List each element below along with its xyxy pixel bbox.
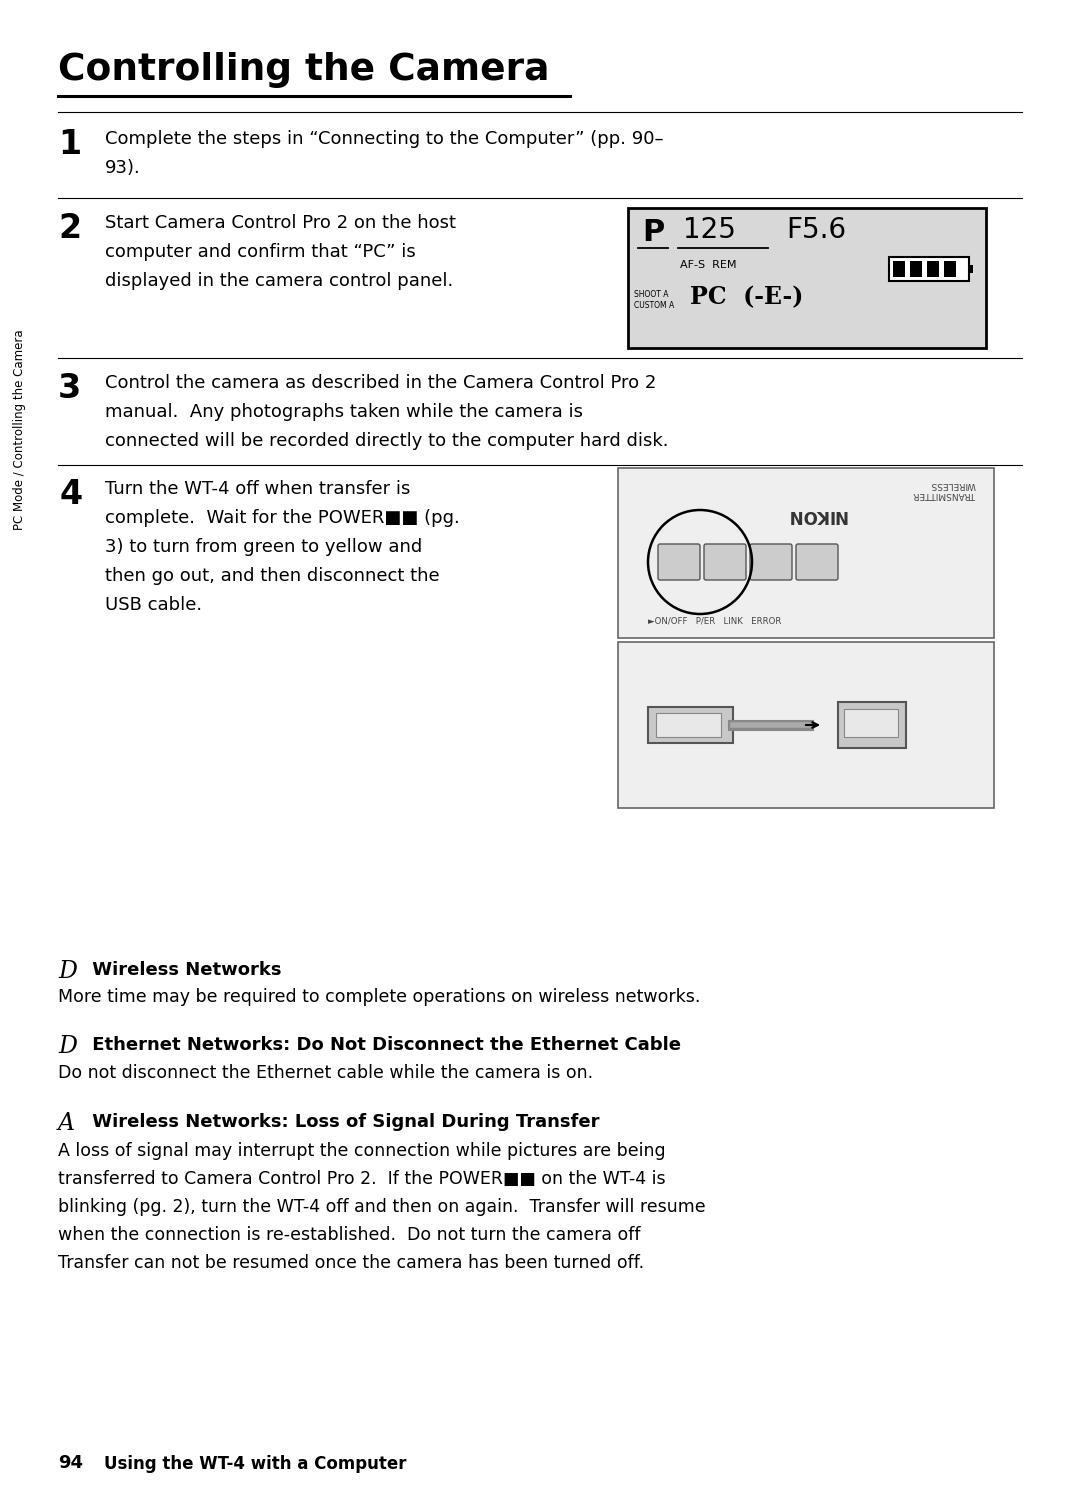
Text: 2: 2 bbox=[58, 212, 81, 245]
Text: transferred to Camera Control Pro 2.  If the POWER■■ on the WT-4 is: transferred to Camera Control Pro 2. If … bbox=[58, 1169, 665, 1187]
Text: 94: 94 bbox=[58, 1453, 83, 1473]
Text: Do not disconnect the Ethernet cable while the camera is on.: Do not disconnect the Ethernet cable whi… bbox=[58, 1064, 593, 1082]
Text: More time may be required to complete operations on wireless networks.: More time may be required to complete op… bbox=[58, 988, 700, 1006]
Text: AF-S  REM: AF-S REM bbox=[680, 260, 737, 270]
FancyBboxPatch shape bbox=[889, 257, 969, 281]
Text: PC  (-E-): PC (-E-) bbox=[690, 285, 804, 309]
Text: 3) to turn from green to yellow and: 3) to turn from green to yellow and bbox=[105, 538, 422, 556]
FancyBboxPatch shape bbox=[658, 544, 700, 580]
Text: P: P bbox=[642, 218, 664, 247]
FancyBboxPatch shape bbox=[796, 544, 838, 580]
Text: displayed in the camera control panel.: displayed in the camera control panel. bbox=[105, 272, 454, 290]
Text: blinking (pg. 2), turn the WT-4 off and then on again.  Transfer will resume: blinking (pg. 2), turn the WT-4 off and … bbox=[58, 1198, 705, 1216]
Text: PC Mode / Controlling the Camera: PC Mode / Controlling the Camera bbox=[13, 330, 27, 531]
Bar bbox=[618, 642, 994, 808]
Text: Using the WT-4 with a Computer: Using the WT-4 with a Computer bbox=[104, 1455, 406, 1473]
Text: SHOOT A: SHOOT A bbox=[634, 290, 669, 299]
Bar bbox=[927, 262, 939, 276]
Bar bbox=[910, 262, 922, 276]
Bar bbox=[944, 262, 956, 276]
Text: 3: 3 bbox=[58, 372, 81, 406]
Text: complete.  Wait for the POWER■■ (pg.: complete. Wait for the POWER■■ (pg. bbox=[105, 510, 460, 528]
Text: WIRELESS: WIRELESS bbox=[931, 480, 976, 489]
Bar bbox=[627, 208, 986, 348]
Text: Turn the WT-4 off when transfer is: Turn the WT-4 off when transfer is bbox=[105, 480, 410, 498]
Text: Transfer can not be resumed once the camera has been turned off.: Transfer can not be resumed once the cam… bbox=[58, 1254, 644, 1272]
FancyBboxPatch shape bbox=[750, 544, 792, 580]
Text: Controlling the Camera: Controlling the Camera bbox=[58, 52, 550, 88]
Bar bbox=[648, 707, 733, 743]
Text: 1: 1 bbox=[58, 128, 81, 160]
Text: Control the camera as described in the Camera Control Pro 2: Control the camera as described in the C… bbox=[105, 374, 657, 392]
Text: Ethernet Networks: Do Not Disconnect the Ethernet Cable: Ethernet Networks: Do Not Disconnect the… bbox=[86, 1036, 681, 1054]
Text: NIKON: NIKON bbox=[786, 507, 846, 525]
Text: TRANSMITTER: TRANSMITTER bbox=[914, 490, 976, 499]
FancyBboxPatch shape bbox=[704, 544, 746, 580]
Text: 4: 4 bbox=[60, 478, 83, 511]
Bar bbox=[656, 713, 721, 737]
Bar bbox=[893, 262, 905, 276]
Text: D: D bbox=[58, 960, 77, 984]
Text: USB cable.: USB cable. bbox=[105, 596, 202, 614]
Text: A loss of signal may interrupt the connection while pictures are being: A loss of signal may interrupt the conne… bbox=[58, 1143, 665, 1161]
Text: manual.  Any photographs taken while the camera is: manual. Any photographs taken while the … bbox=[105, 403, 583, 421]
Bar bbox=[843, 709, 897, 737]
Text: A: A bbox=[58, 1112, 75, 1135]
Text: Wireless Networks: Loss of Signal During Transfer: Wireless Networks: Loss of Signal During… bbox=[86, 1113, 599, 1131]
Text: CUSTOM A: CUSTOM A bbox=[634, 302, 674, 311]
Text: then go out, and then disconnect the: then go out, and then disconnect the bbox=[105, 568, 440, 585]
Text: ►ON/OFF   P/ER   LINK   ERROR: ►ON/OFF P/ER LINK ERROR bbox=[648, 617, 781, 626]
Bar bbox=[838, 701, 906, 747]
Text: computer and confirm that “PC” is: computer and confirm that “PC” is bbox=[105, 244, 416, 262]
Text: Start Camera Control Pro 2 on the host: Start Camera Control Pro 2 on the host bbox=[105, 214, 456, 232]
Text: Wireless Networks: Wireless Networks bbox=[86, 961, 282, 979]
Bar bbox=[618, 468, 994, 637]
Text: connected will be recorded directly to the computer hard disk.: connected will be recorded directly to t… bbox=[105, 432, 669, 450]
Bar bbox=[968, 265, 973, 273]
Text: 93).: 93). bbox=[105, 159, 140, 177]
Text: when the connection is re-established.  Do not turn the camera off: when the connection is re-established. D… bbox=[58, 1226, 640, 1244]
Text: 125: 125 bbox=[683, 215, 735, 244]
Text: F5.6: F5.6 bbox=[786, 215, 846, 244]
Text: Complete the steps in “Connecting to the Computer” (pp. 90–: Complete the steps in “Connecting to the… bbox=[105, 129, 663, 149]
Text: D: D bbox=[58, 1036, 77, 1058]
